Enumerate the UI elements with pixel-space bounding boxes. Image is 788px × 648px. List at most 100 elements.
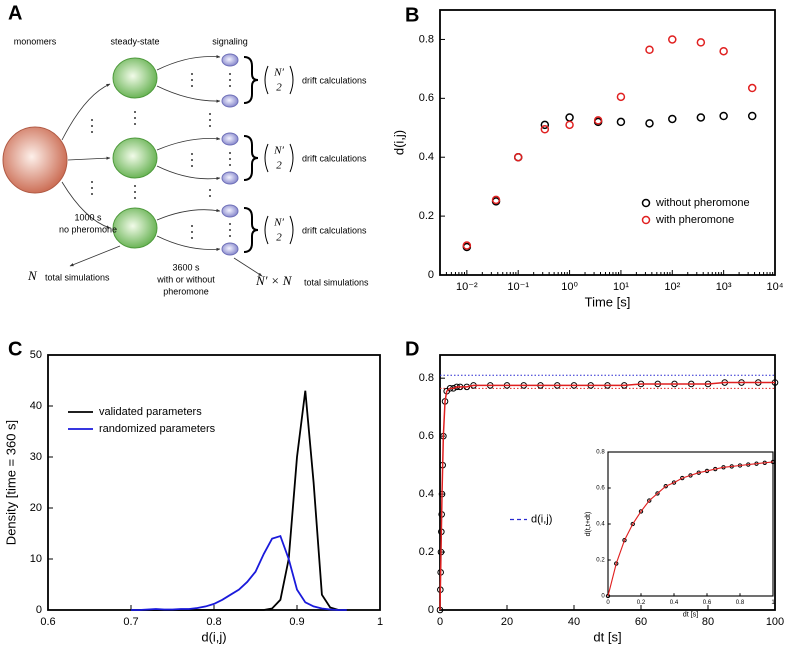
binomial-top: N′ (273, 145, 284, 157)
x-tick-label: 0.8 (736, 600, 745, 606)
note: no pheromone (59, 224, 117, 234)
legend-label: validated parameters (99, 406, 202, 418)
data-point (668, 114, 677, 124)
data-line (607, 461, 774, 597)
y-tick-label: 0.8 (419, 372, 434, 384)
panel-label: D (405, 338, 419, 360)
plot-frame (439, 354, 776, 611)
x-tick-label: 10⁻¹ (507, 281, 529, 293)
data-point (565, 113, 574, 122)
x-tick-label: 0.9 (289, 616, 304, 628)
data-point (719, 46, 728, 56)
data-point (565, 120, 574, 130)
x-axis-label: d(i,j) (201, 629, 226, 644)
binomial-bottom: 2 (276, 232, 282, 244)
plot-frame (439, 9, 776, 276)
x-tick-label: 1 (771, 600, 775, 606)
y-tick-label: 0 (36, 604, 42, 616)
y-tick-label: 0.4 (596, 522, 605, 528)
x-tick-label: 10³ (716, 281, 732, 293)
y-tick-label: 0 (601, 594, 605, 600)
data-point (462, 241, 472, 250)
x-tick-label: 10⁴ (767, 281, 784, 293)
signaling-cells (221, 53, 239, 256)
y-tick-label: 0.4 (419, 151, 434, 163)
braces (243, 56, 259, 253)
note: pheromone (163, 286, 209, 296)
data-point (645, 119, 654, 128)
x-tick-label: 1 (377, 616, 383, 628)
ellipsis-dots (91, 73, 231, 239)
x-tick-label: 10⁰ (561, 281, 578, 293)
x-tick-label: 0.6 (703, 600, 712, 606)
legend-symbol (641, 198, 651, 208)
drift-label: drift calculations (302, 153, 367, 163)
x-tick-label: 0.4 (670, 600, 679, 606)
drift-label: drift calculations (302, 75, 367, 85)
data-point (647, 498, 652, 503)
x-tick-label: 10⁻² (456, 281, 478, 293)
panel-label: B (405, 4, 419, 26)
y-tick-label: 10 (30, 553, 42, 565)
arrows (61, 55, 263, 277)
data-point (513, 152, 523, 162)
x-tick-label: 0.7 (123, 616, 138, 628)
x-tick-label: 60 (635, 616, 647, 628)
data-point (663, 484, 668, 489)
total-text: total simulations (45, 272, 110, 282)
binomial-parens (264, 65, 294, 245)
diagram: A monomers steady-state signaling (2, 2, 369, 296)
data-point (616, 117, 626, 127)
binomial-top: N′ (273, 67, 284, 79)
binomial-bottom: 2 (276, 160, 282, 172)
data-point (491, 195, 501, 205)
binomial-top: N′ (273, 217, 284, 229)
x-tick-label: 0.6 (40, 616, 55, 628)
data-point (696, 113, 706, 122)
data-point (747, 83, 757, 93)
x-tick-label: 80 (702, 616, 714, 628)
panel-label: A (8, 2, 22, 24)
y-tick-label: 0 (428, 269, 434, 281)
y-tick-label: 0.2 (419, 210, 434, 222)
x-tick-label: 0 (606, 600, 610, 606)
y-tick-label: 0.2 (596, 558, 605, 564)
legend-label: without pheromone (655, 197, 750, 209)
x-tick-label: 10¹ (613, 281, 629, 293)
data-point (540, 125, 550, 134)
data-point (616, 92, 626, 102)
legend-symbol (641, 215, 651, 225)
x-axis-label: dt [s] (683, 610, 698, 618)
y-tick-label: 0.8 (596, 450, 605, 456)
y-axis-label: d(i,j) (391, 130, 406, 155)
data-point (719, 111, 728, 121)
y-axis-label: d(t,t+dt) (584, 512, 592, 537)
steady-state-cell (112, 207, 158, 249)
total-symbol: N′ × N (255, 273, 293, 288)
data-line (131, 534, 347, 611)
column-label: steady-state (110, 36, 159, 46)
x-tick-label: 20 (501, 616, 513, 628)
x-tick-label: 100 (766, 616, 784, 628)
data-point (747, 111, 757, 121)
plot-frame (47, 354, 381, 611)
drift-label: drift calculations (302, 225, 367, 235)
binomial-bottom: 2 (276, 82, 282, 94)
x-axis-label: dt [s] (593, 629, 621, 644)
note: 3600 s (172, 262, 200, 272)
column-label: monomers (14, 36, 57, 46)
legend-label: randomized parameters (99, 423, 216, 435)
y-tick-label: 0.2 (419, 546, 434, 558)
legend-label: d(i,j) (531, 513, 552, 525)
note: with or without (156, 274, 215, 284)
column-label: signaling (212, 36, 248, 46)
x-axis-label: Time [s] (585, 294, 631, 309)
y-tick-label: 0.8 (419, 33, 434, 45)
legend-label: with pheromone (655, 214, 734, 226)
note: 1000 s (74, 212, 102, 222)
total-symbol: N (27, 268, 38, 283)
data-line (439, 381, 775, 611)
y-tick-label: 40 (30, 400, 42, 412)
